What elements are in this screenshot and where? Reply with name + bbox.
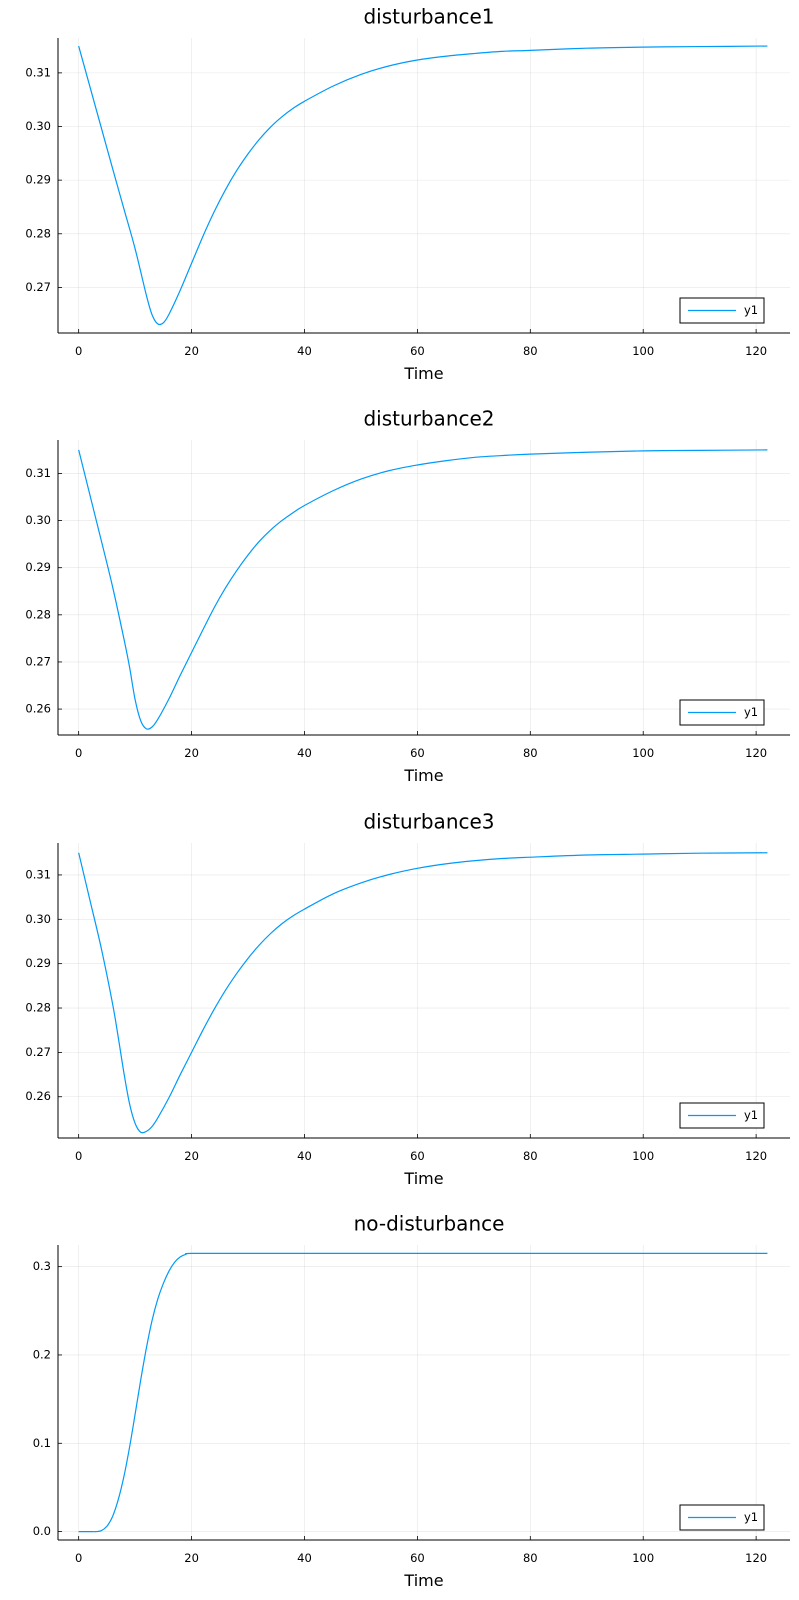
x-tick-label: 80 [523,746,538,760]
chart-panel-2: disturbance2 0 20 40 60 80 100 120 0.26 0.27 0.28 0… [25,407,790,785]
chart-panel-1: disturbance1 0 20 40 60 80 100 120 0.27 0.28 0.29 0… [25,5,790,383]
series-line-y1 [78,449,768,730]
x-tick-label: 100 [632,1551,654,1565]
y-tick-label: 0.27 [25,1045,51,1059]
y-tick-label: 0.28 [25,607,51,621]
x-tick-label: 40 [297,344,312,358]
chart-title: no-disturbance [354,1212,505,1236]
y-tick-label: 0.29 [25,560,51,574]
series-line-y1 [78,45,768,326]
x-tick-label: 100 [632,746,654,760]
y-tick-label: 0.28 [25,1001,51,1015]
x-tick-label: 80 [523,344,538,358]
x-tick-label: 120 [745,1551,767,1565]
y-tick-label: 0.0 [33,1524,51,1538]
y-tick-label: 0.31 [25,65,51,79]
x-tick-label: 100 [632,344,654,358]
x-tick-label: 80 [523,1551,538,1565]
x-tick-label: 40 [297,1551,312,1565]
x-tick-label: 80 [523,1149,538,1163]
y-tick-label: 0.29 [25,173,51,187]
x-axis-label: Time [403,364,443,383]
x-axis-label: Time [403,1169,443,1188]
legend-label: y1 [744,303,758,317]
x-tick-label: 60 [410,1551,425,1565]
y-tick-label: 0.28 [25,226,51,240]
y-tick-label: 0.31 [25,867,51,881]
chart-title: disturbance3 [363,810,494,834]
x-axis-label: Time [403,1571,443,1590]
x-tick-label: 0 [75,1149,82,1163]
y-tick-label: 0.26 [25,1089,51,1103]
x-tick-label: 120 [745,746,767,760]
legend-label: y1 [744,705,758,719]
y-tick-label: 0.27 [25,280,51,294]
x-tick-label: 60 [410,746,425,760]
legend-label: y1 [744,1510,758,1524]
y-tick-label: 0.27 [25,654,51,668]
x-axis-label: Time [403,766,443,785]
x-tick-label: 20 [184,1149,199,1163]
x-tick-label: 100 [632,1149,654,1163]
x-tick-label: 20 [184,746,199,760]
x-tick-label: 20 [184,1551,199,1565]
x-tick-label: 60 [410,1149,425,1163]
series-line-y1 [78,1252,768,1533]
y-tick-label: 0.30 [25,513,51,527]
x-tick-label: 120 [745,1149,767,1163]
y-tick-label: 0.26 [25,702,51,716]
y-tick-label: 0.2 [33,1347,51,1361]
y-tick-label: 0.30 [25,119,51,133]
y-tick-label: 0.3 [33,1259,51,1273]
y-tick-label: 0.29 [25,956,51,970]
x-tick-label: 60 [410,344,425,358]
series-line-y1 [78,852,768,1134]
y-tick-label: 0.1 [33,1436,51,1450]
y-tick-label: 0.31 [25,466,51,480]
x-tick-label: 0 [75,344,82,358]
chart-panel-3: disturbance3 0 20 40 60 80 100 120 0.26 0.27 0.28 0… [25,810,790,1188]
chart-title: disturbance1 [363,5,494,29]
x-tick-label: 0 [75,1551,82,1565]
chart-title: disturbance2 [363,407,494,431]
x-tick-label: 40 [297,746,312,760]
x-tick-label: 0 [75,746,82,760]
x-tick-label: 40 [297,1149,312,1163]
y-tick-label: 0.30 [25,912,51,926]
x-tick-label: 120 [745,344,767,358]
legend-label: y1 [744,1108,758,1122]
x-tick-label: 20 [184,344,199,358]
chart-panel-4: no-disturbance 0 20 40 60 80 100 120 0.0 0.1 0.2 0.… [33,1212,790,1590]
